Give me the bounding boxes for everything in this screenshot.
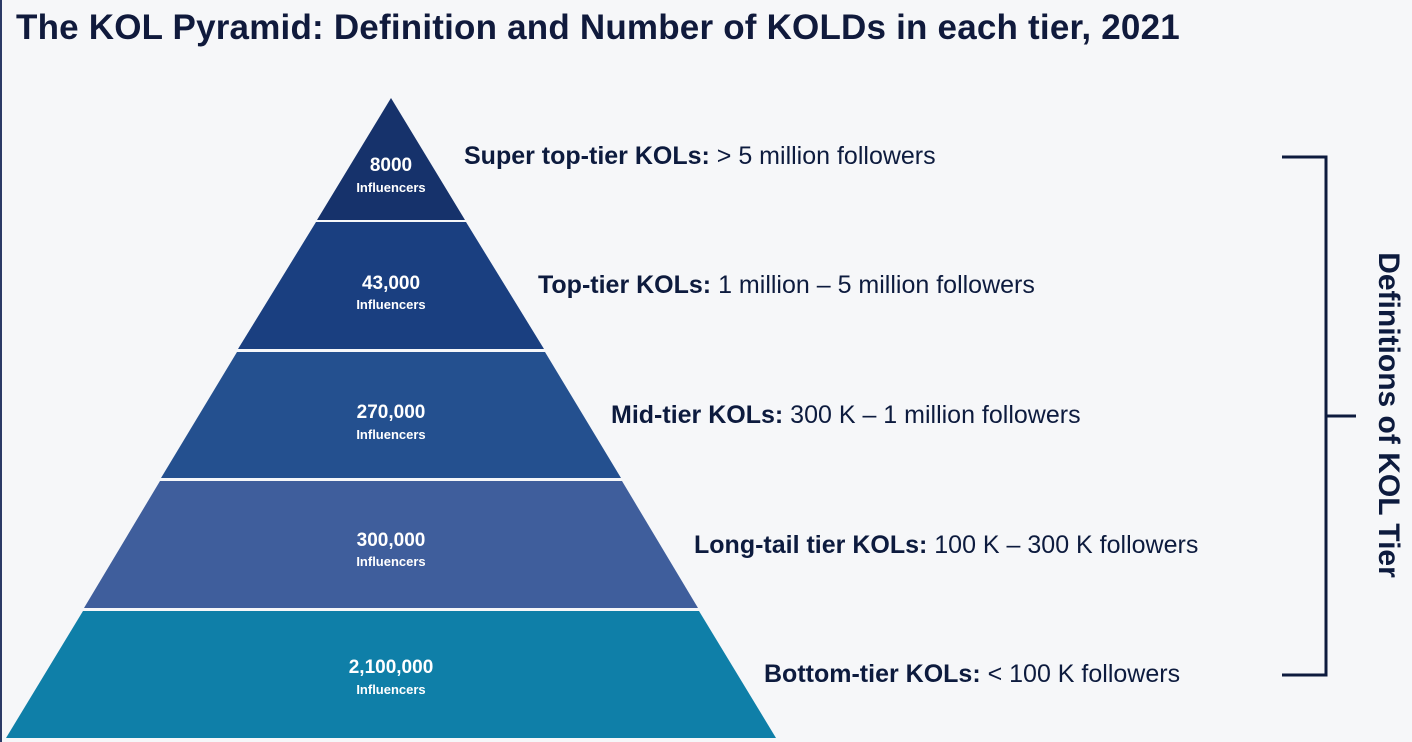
tier-5-unit: Influencers (356, 682, 425, 697)
tier-name: Mid-tier KOLs: (611, 401, 784, 429)
tier-name: Super top-tier KOLs: (464, 142, 710, 170)
tier-name: Bottom-tier KOLs: (764, 660, 981, 688)
tier-5-count: 2,100,000 (349, 657, 434, 678)
tier-4-count: 300,000 (357, 530, 426, 551)
pyramid-tier-1 (317, 98, 465, 220)
tier-2-count: 43,000 (362, 273, 420, 294)
page-title: The KOL Pyramid: Definition and Number o… (16, 8, 1180, 47)
pyramid-tier-3 (161, 352, 621, 478)
tier-3-count: 270,000 (357, 402, 426, 423)
tier-2-unit: Influencers (356, 297, 425, 312)
tier-range: 100 K – 300 K followers (927, 531, 1199, 559)
definition-top-tier: Top-tier KOLs: 1 million – 5 million fol… (538, 271, 1035, 300)
tier-1-unit: Influencers (356, 180, 425, 195)
tier-name: Long-tail tier KOLs: (694, 531, 928, 559)
definition-mid-tier: Mid-tier KOLs: 300 K – 1 million followe… (611, 401, 1081, 430)
definition-bottom-tier: Bottom-tier KOLs: < 100 K followers (764, 660, 1180, 689)
tier-range: 1 million – 5 million followers (711, 271, 1035, 299)
pyramid-tier-4 (84, 481, 698, 608)
definition-long-tail-tier: Long-tail tier KOLs: 100 K – 300 K follo… (694, 531, 1198, 560)
pyramid-tier-5 (6, 611, 776, 738)
tier-4-unit: Influencers (356, 554, 425, 569)
tier-1-count: 8000 (370, 155, 412, 176)
tier-range: 300 K – 1 million followers (783, 401, 1081, 429)
definitions-label: Definitions of KOL Tier (1372, 252, 1405, 578)
tier-3-unit: Influencers (356, 427, 425, 442)
left-edge-line (0, 0, 2, 742)
tier-bracket (1282, 155, 1356, 677)
tier-range: < 100 K followers (980, 660, 1181, 688)
definition-super-top-tier: Super top-tier KOLs: > 5 million followe… (464, 142, 936, 171)
tier-name: Top-tier KOLs: (538, 271, 712, 299)
tier-range: > 5 million followers (709, 142, 936, 170)
pyramid-tier-2 (238, 222, 544, 349)
